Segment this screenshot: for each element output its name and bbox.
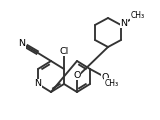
Text: O: O	[73, 71, 81, 79]
Text: CH₃: CH₃	[105, 78, 119, 87]
Text: N: N	[35, 79, 41, 89]
Text: O: O	[101, 73, 109, 83]
Text: Cl: Cl	[59, 46, 69, 55]
Text: N: N	[19, 39, 25, 48]
Text: N: N	[120, 18, 128, 27]
Text: CH₃: CH₃	[131, 12, 145, 21]
